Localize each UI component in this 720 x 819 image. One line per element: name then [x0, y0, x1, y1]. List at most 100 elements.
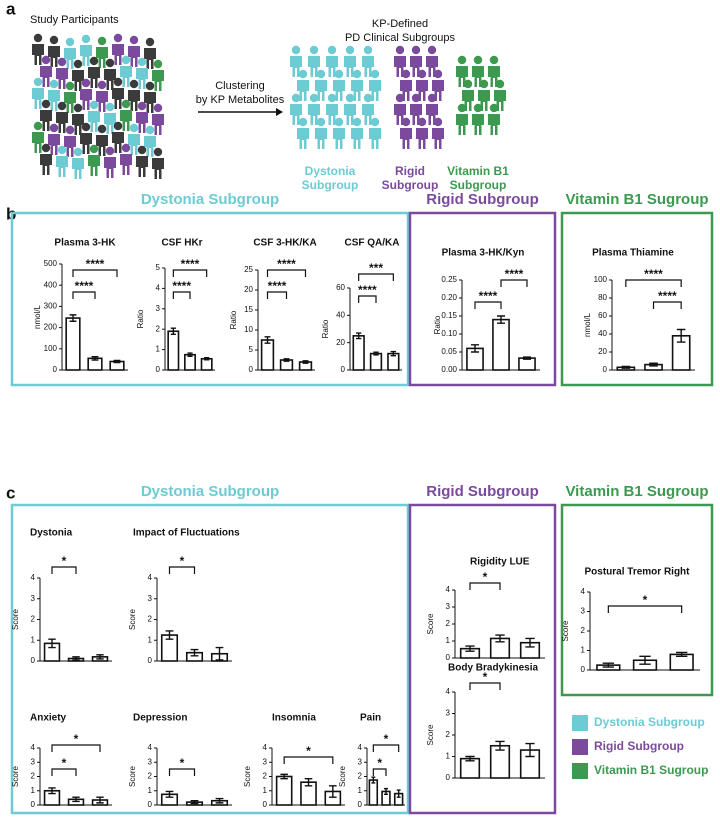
- y-tick-label: 2: [156, 324, 161, 333]
- error-bar: [302, 360, 309, 364]
- error-bar: [96, 654, 104, 660]
- error-bar: [465, 645, 475, 652]
- person-head: [345, 93, 355, 103]
- arrowhead: [276, 108, 283, 116]
- y-tick-label: 1: [31, 635, 36, 644]
- legend-swatch: [572, 739, 588, 755]
- y-tick-label: 0: [446, 653, 451, 662]
- chart-title: Plasma Thiamine: [592, 248, 674, 259]
- person-body: [48, 134, 60, 155]
- y-tick-label: 300: [44, 302, 58, 311]
- legend-swatch: [572, 715, 588, 731]
- y-tick-label: 4: [446, 585, 451, 594]
- error-bar: [675, 651, 688, 658]
- error-bar: [72, 656, 80, 661]
- y-tick-label: 1: [263, 786, 268, 795]
- y-axis-label: Score: [128, 609, 137, 630]
- person-head: [65, 125, 75, 135]
- person-body: [48, 46, 60, 67]
- group-header: Rigid Subgroup: [426, 483, 538, 500]
- person-head: [57, 57, 67, 67]
- significance-bracket: [283, 756, 334, 764]
- significance-bracket: [168, 566, 196, 574]
- person-head: [121, 99, 131, 109]
- person-body: [290, 56, 302, 77]
- person-body: [362, 104, 374, 125]
- error-bar: [113, 359, 121, 364]
- person-head: [145, 81, 155, 91]
- person-body: [456, 114, 468, 135]
- person-body: [144, 136, 156, 157]
- person-body: [472, 114, 484, 135]
- y-tick-label: 1: [581, 646, 586, 655]
- person-body: [96, 47, 108, 68]
- person-body: [308, 104, 320, 125]
- chart-title: Postural Tremor Right: [584, 567, 690, 578]
- y-axis-label: Score: [426, 724, 435, 745]
- y-tick-label: 4: [263, 743, 268, 752]
- person-head: [291, 93, 301, 103]
- significance-label: ****: [479, 289, 498, 303]
- error-bar: [280, 773, 288, 780]
- significance-bracket: [51, 744, 101, 752]
- y-tick-label: 2: [581, 626, 586, 635]
- person-head: [65, 37, 75, 47]
- error-bar: [215, 646, 224, 661]
- person-head: [105, 58, 115, 68]
- y-tick-label: 3: [31, 757, 36, 766]
- bar: [369, 352, 383, 371]
- error-bar: [304, 777, 313, 787]
- y-tick-label: 100: [44, 344, 58, 353]
- person-body: [333, 128, 345, 149]
- person-head: [316, 69, 326, 79]
- person-head: [137, 101, 147, 111]
- group-label: Subgroup: [382, 178, 439, 192]
- person-body: [40, 154, 52, 175]
- panel-letter: c: [6, 483, 15, 502]
- y-tick-label: 3: [148, 757, 153, 766]
- significance-bracket: [652, 301, 682, 309]
- person-head: [129, 123, 139, 133]
- significance-bracket: [266, 291, 288, 299]
- person-head: [145, 125, 155, 135]
- y-tick-label: 0: [156, 365, 161, 374]
- error-bar: [373, 351, 379, 356]
- person-body: [64, 48, 76, 69]
- error-bar: [470, 344, 480, 353]
- bar: [167, 330, 180, 371]
- person-head: [401, 69, 411, 79]
- error-bar: [72, 796, 80, 803]
- error-bar: [170, 327, 176, 335]
- y-tick-label: 2: [148, 615, 153, 624]
- person-head: [334, 117, 344, 127]
- y-axis-label: Score: [561, 620, 570, 641]
- error-bar: [165, 790, 174, 798]
- group-header: Dystonia Subgroup: [141, 483, 279, 500]
- person-body: [351, 80, 363, 101]
- person-body: [112, 132, 124, 153]
- group-box: [560, 211, 714, 387]
- person-body: [56, 156, 68, 177]
- y-tick-label: 2: [263, 772, 268, 781]
- error-bar: [48, 638, 56, 649]
- y-axis-label: Score: [338, 766, 347, 787]
- person-body: [152, 158, 164, 179]
- person-body: [136, 68, 148, 89]
- person-body: [297, 128, 309, 149]
- group-header: Rigid Subgroup: [426, 191, 538, 208]
- person-head: [395, 45, 405, 55]
- significance-label: *: [62, 554, 67, 568]
- chart-title: Impact of Fluctuations: [133, 528, 240, 539]
- error-bar: [390, 350, 397, 357]
- y-tick-label: 0: [581, 665, 586, 674]
- significance-label: *: [643, 593, 648, 607]
- person-head: [129, 35, 139, 45]
- error-bar: [91, 355, 99, 361]
- y-axis-label: Score: [11, 766, 20, 787]
- person-body: [326, 104, 338, 125]
- person-body: [369, 128, 381, 149]
- significance-label: *: [377, 756, 382, 770]
- person-body: [362, 56, 374, 77]
- significance-label: ****: [86, 257, 105, 271]
- chart-title: Depression: [133, 713, 187, 724]
